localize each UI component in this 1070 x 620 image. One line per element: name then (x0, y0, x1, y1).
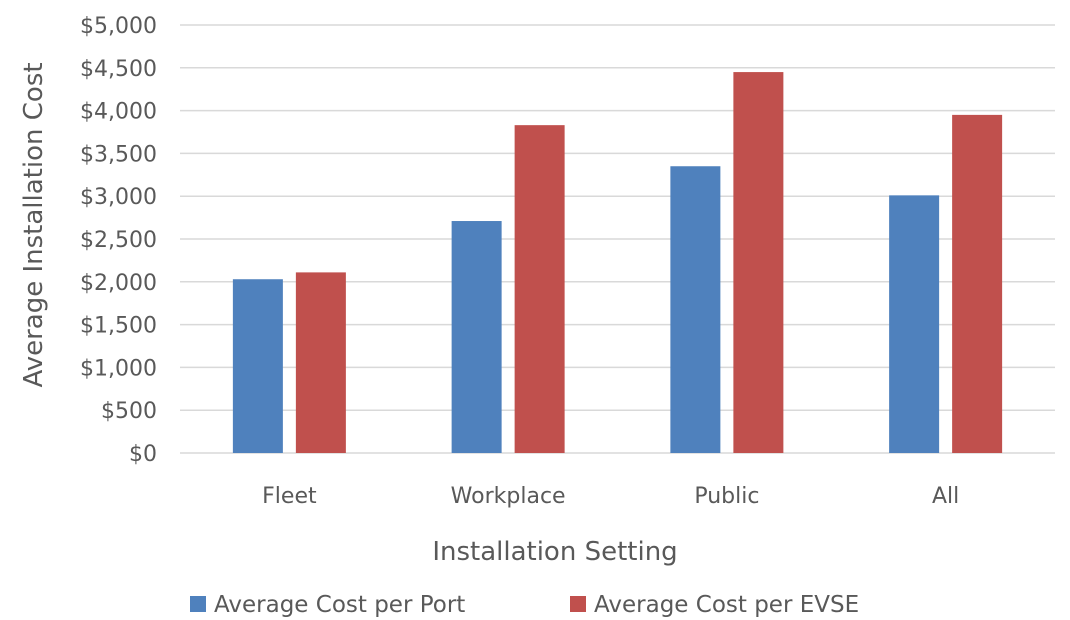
bar-fleet-evse (295, 272, 346, 453)
legend-swatch (570, 596, 586, 612)
y-axis-ticks: $0 $500 $1,000 $1,500 $2,000 $2,500 $3,000 $3,5… (80, 14, 157, 467)
x-tick-label: All (932, 484, 959, 509)
bar-fleet-port (232, 279, 283, 453)
x-tick-label: Public (694, 484, 759, 509)
bars (232, 72, 1003, 454)
y-tick-label: $2,500 (80, 228, 157, 253)
y-tick-label: $4,000 (80, 100, 157, 125)
y-tick-label: $1,000 (80, 356, 157, 381)
y-tick-label: $1,500 (80, 314, 157, 339)
bar-all-port (889, 195, 940, 453)
legend-label: Average Cost per Port (214, 592, 465, 618)
y-tick-label: $4,500 (80, 57, 157, 82)
y-tick-label: $2,000 (80, 271, 157, 296)
x-axis-title: Installation Setting (432, 537, 677, 567)
legend-swatch (190, 596, 206, 612)
x-tick-label: Workplace (451, 484, 566, 509)
y-tick-label: $0 (129, 442, 157, 467)
y-axis-title: Average Installation Cost (19, 62, 49, 387)
y-tick-label: $3,500 (80, 142, 157, 167)
legend-label: Average Cost per EVSE (594, 592, 859, 618)
bar-all-evse (952, 114, 1003, 453)
bar-public-evse (733, 72, 784, 453)
legend: Average Cost per Port Average Cost per EV… (190, 592, 859, 618)
x-tick-label: Fleet (262, 484, 317, 509)
y-tick-label: $500 (101, 399, 157, 424)
y-tick-label: $5,000 (80, 14, 157, 39)
bar-public-port (670, 166, 721, 454)
x-axis-ticks: Fleet Workplace Public All (262, 484, 959, 509)
bar-workplace-port (451, 221, 502, 453)
y-tick-label: $3,000 (80, 185, 157, 210)
bar-workplace-evse (514, 125, 565, 453)
